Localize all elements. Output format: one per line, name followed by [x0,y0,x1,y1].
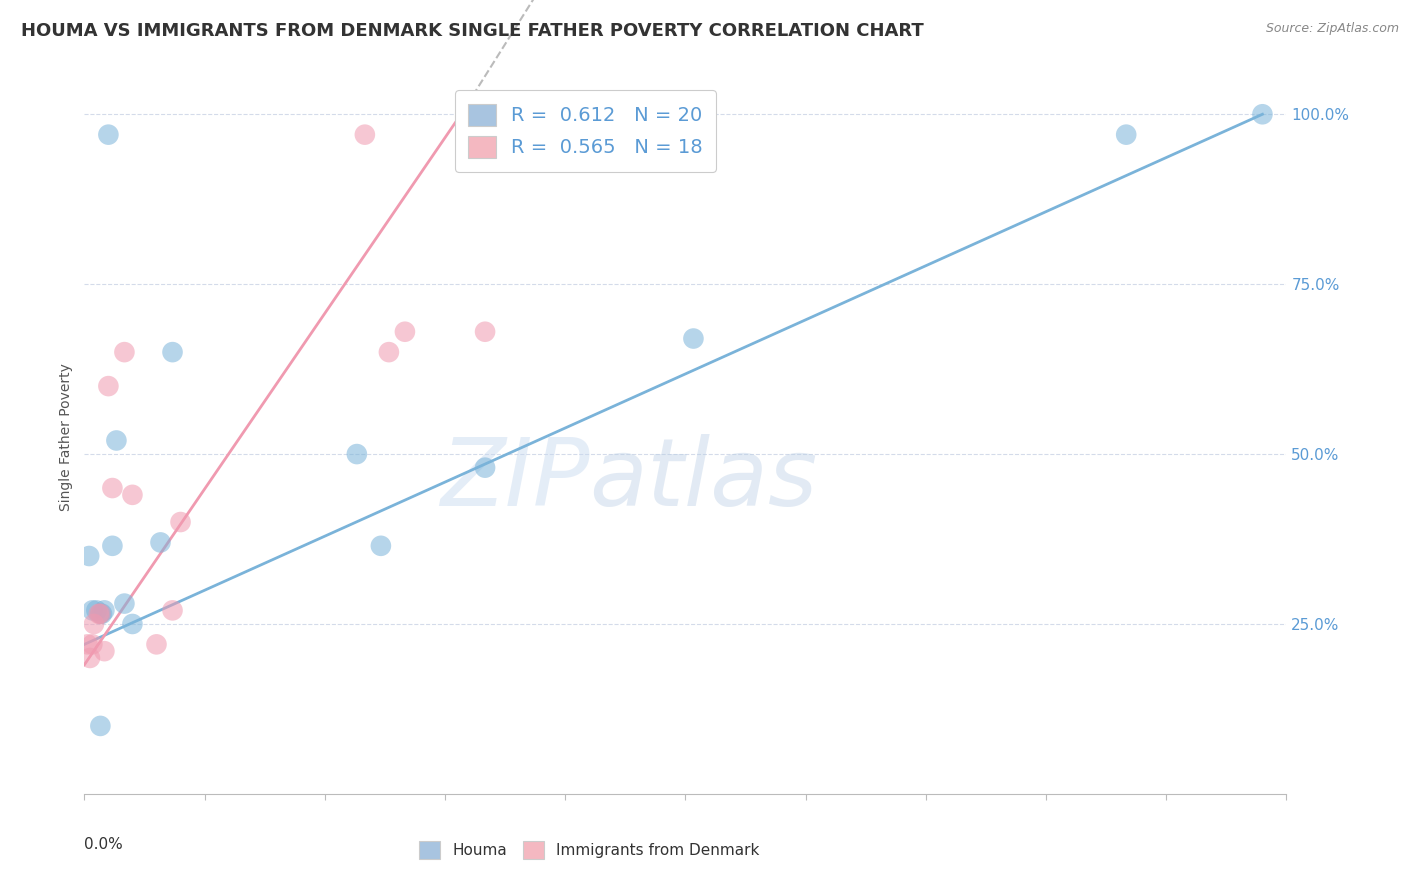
Point [114,597,135,611]
Point [162,603,184,617]
Point [682,332,704,346]
Legend: Houma, Immigrants from Denmark: Houma, Immigrants from Denmark [409,832,769,868]
Point [87,607,110,621]
Text: atlas: atlas [589,434,817,525]
Text: 0.0%: 0.0% [84,837,124,852]
Point [101,539,124,553]
Point [149,535,172,549]
Point [121,617,143,632]
Point [394,325,416,339]
Point [370,539,392,553]
Point [474,460,496,475]
Point [86,603,108,617]
Point [89,607,111,621]
Text: HOUMA VS IMMIGRANTS FROM DENMARK SINGLE FATHER POVERTY CORRELATION CHART: HOUMA VS IMMIGRANTS FROM DENMARK SINGLE … [21,22,924,40]
Y-axis label: Single Father Poverty: Single Father Poverty [59,363,73,511]
Point [82,637,104,651]
Point [105,434,128,448]
Point [91,607,114,621]
Point [82,603,104,617]
Point [145,637,167,651]
Text: ZIP: ZIP [440,434,589,525]
Point [97,128,120,142]
Point [162,345,184,359]
Point [101,481,124,495]
Point [89,607,111,621]
Point [93,644,115,658]
Point [79,651,101,665]
Point [77,549,100,563]
Point [1115,128,1137,142]
Point [169,515,191,529]
Point [1251,107,1274,121]
Point [76,637,98,651]
Point [114,345,135,359]
Point [354,128,377,142]
Point [97,379,120,393]
Point [89,719,111,733]
Text: Source: ZipAtlas.com: Source: ZipAtlas.com [1265,22,1399,36]
Point [346,447,368,461]
Point [378,345,401,359]
Point [121,488,143,502]
Point [93,603,115,617]
Point [474,325,496,339]
Point [83,617,105,632]
